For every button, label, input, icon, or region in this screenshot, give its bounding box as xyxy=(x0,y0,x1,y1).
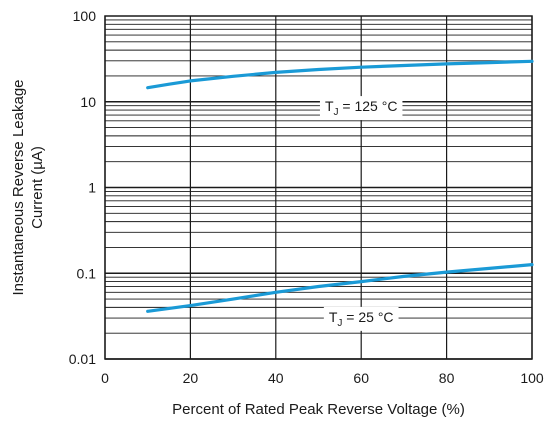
x-tick-label: 60 xyxy=(353,370,369,386)
label-main: T xyxy=(329,309,338,325)
series-lines xyxy=(146,59,534,313)
series-label-tj-125c: TJ = 125 °C xyxy=(319,96,403,121)
series-labels: TJ = 125 °CTJ = 25 °C xyxy=(319,96,403,331)
label-rest: = 125 °C xyxy=(339,98,398,114)
series-label-text: TJ = 25 °C xyxy=(329,309,394,329)
y-axis-title-line1: Instantaneous Reverse Leakage xyxy=(10,80,27,296)
y-tick-labels: 0.01 0.1 1 10 100 xyxy=(69,8,96,367)
series-label-text: TJ = 125 °C xyxy=(325,98,397,118)
x-tick-label: 40 xyxy=(268,370,284,386)
plot-frame xyxy=(104,15,533,360)
label-subscript: J xyxy=(334,107,339,118)
y-tick-label: 100 xyxy=(73,8,97,24)
y-tick-label: 1 xyxy=(88,180,96,196)
x-tick-label: 0 xyxy=(101,370,109,386)
series-label-tj-25c: TJ = 25 °C xyxy=(323,306,399,331)
y-tick-label: 0.01 xyxy=(69,351,96,367)
series-line-tj-125c xyxy=(146,59,534,90)
x-tick-label: 20 xyxy=(183,370,199,386)
label-subscript: J xyxy=(337,318,342,329)
x-tick-label: 100 xyxy=(520,370,544,386)
y-tick-label: 10 xyxy=(80,94,96,110)
label-background xyxy=(323,306,399,331)
label-background xyxy=(319,96,403,121)
y-tick-label: 0.1 xyxy=(77,265,97,281)
y-axis-title-line2: Current (µA) xyxy=(29,146,46,229)
label-rest: = 25 °C xyxy=(342,309,393,325)
x-tick-labels: 0 20 40 60 80 100 xyxy=(101,370,544,386)
label-main: T xyxy=(325,98,334,114)
x-axis-title: Percent of Rated Peak Reverse Voltage (%… xyxy=(172,401,465,418)
x-tick-label: 80 xyxy=(439,370,455,386)
series-line-tj-25c xyxy=(146,263,534,313)
